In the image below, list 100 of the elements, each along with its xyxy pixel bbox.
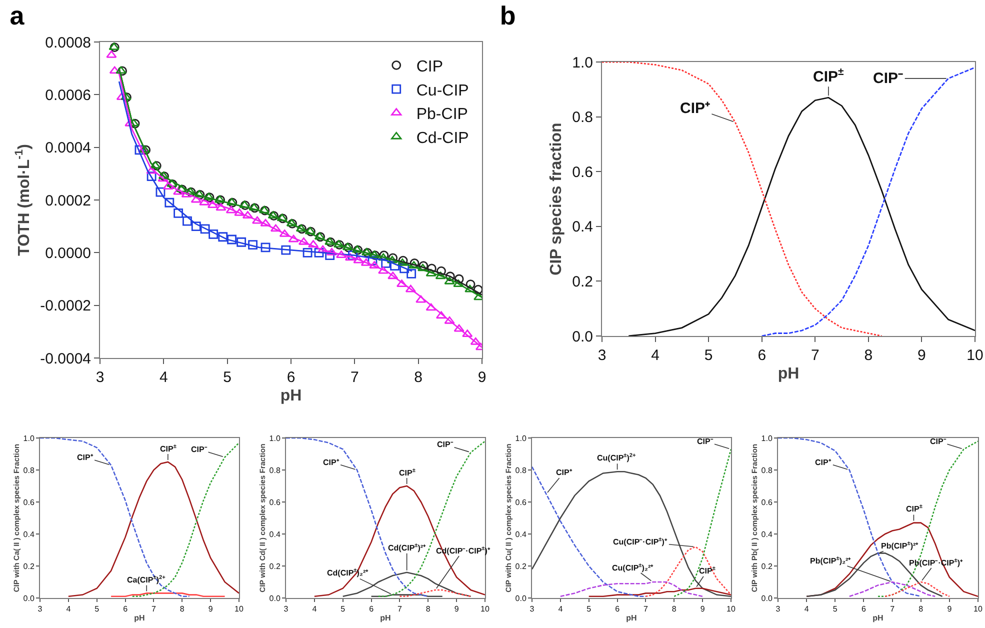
text: Cd(CIP$^{±}$)₂²⁺ bbox=[327, 568, 369, 578]
y-tick-label: 0.8 bbox=[572, 109, 593, 126]
point bbox=[454, 274, 464, 284]
y-tick-label: 0.8 bbox=[269, 466, 281, 475]
x-tick-label: 3 bbox=[96, 369, 104, 386]
point bbox=[109, 66, 120, 74]
text: CIP⁻ bbox=[191, 445, 208, 454]
x-axis-title: pH bbox=[134, 614, 146, 623]
point bbox=[191, 222, 201, 232]
x-tick-label: 8 bbox=[414, 369, 422, 386]
point bbox=[398, 256, 408, 266]
x-tick-label: 9 bbox=[947, 604, 952, 614]
series-label: CIP⁺ bbox=[680, 100, 710, 117]
x-tick-label: 9 bbox=[918, 347, 926, 364]
x-tick-label: 10 bbox=[480, 604, 490, 614]
point bbox=[162, 182, 174, 190]
series-label: CIP$^{±}$ bbox=[906, 504, 922, 514]
point bbox=[248, 240, 258, 250]
point bbox=[182, 216, 192, 226]
y-tick-label: 0.6 bbox=[515, 498, 527, 507]
line-series bbox=[68, 461, 239, 598]
x-tick-label: 6 bbox=[861, 604, 866, 614]
point bbox=[218, 232, 228, 242]
y-tick-label: 0.8 bbox=[23, 466, 35, 475]
point bbox=[325, 250, 335, 260]
point bbox=[156, 187, 166, 197]
point bbox=[106, 50, 117, 58]
y-tick-label: 0.0006 bbox=[45, 86, 91, 104]
line-series bbox=[286, 438, 429, 598]
point bbox=[190, 195, 202, 203]
x-tick-label: 3 bbox=[284, 604, 289, 614]
y-tick-label: 0.0000 bbox=[45, 244, 91, 262]
x-tick-label: 9 bbox=[454, 604, 460, 614]
y-tick-label: 0.6 bbox=[572, 164, 593, 181]
y-tick-label: 0.4 bbox=[572, 218, 593, 236]
point bbox=[454, 324, 464, 332]
legend-label: Pb-CIP bbox=[416, 106, 468, 124]
line-series bbox=[761, 66, 975, 336]
text: Cu(CIP⁻·CIP$^{±}$)⁺ bbox=[613, 537, 668, 546]
point bbox=[473, 284, 482, 294]
y-tick-label: 0.0002 bbox=[45, 192, 91, 210]
x-tick-label: 5 bbox=[94, 604, 100, 614]
y-tick-label: 0.0008 bbox=[45, 34, 91, 52]
x-tick-label: 3 bbox=[530, 604, 535, 614]
series-label: CIP⁻ bbox=[873, 70, 904, 87]
x-tick-label: 4 bbox=[804, 604, 810, 614]
point bbox=[164, 198, 174, 208]
y-tick-label: 0.6 bbox=[761, 498, 773, 507]
point bbox=[260, 242, 270, 252]
point bbox=[378, 253, 389, 261]
y-tick-label: 0.4 bbox=[761, 530, 773, 539]
series-label: CIP$^{±}$ bbox=[160, 444, 176, 454]
text: CIP⁻ bbox=[437, 440, 454, 449]
x-axis-title: pH bbox=[380, 614, 392, 623]
point bbox=[369, 261, 380, 269]
point bbox=[199, 198, 210, 206]
line-series bbox=[884, 581, 950, 598]
point bbox=[174, 208, 184, 218]
point bbox=[302, 248, 312, 258]
x-tick-label: 6 bbox=[123, 604, 128, 614]
point bbox=[236, 237, 246, 247]
line-series bbox=[532, 470, 731, 598]
text: Pb(CIP$^{±}$)₂²⁺ bbox=[810, 556, 852, 566]
x-tick-label: 4 bbox=[651, 347, 660, 364]
x-tick-label: 7 bbox=[643, 604, 648, 614]
y-tick-label: 0.6 bbox=[23, 498, 35, 507]
y-tick-label: 0.4 bbox=[515, 530, 527, 539]
x-tick-label: 4 bbox=[66, 604, 72, 614]
x-tick-label: 8 bbox=[672, 604, 677, 614]
point bbox=[234, 208, 245, 216]
point bbox=[200, 224, 210, 234]
x-tick-label: 10 bbox=[234, 604, 244, 614]
y-tick-label: 0.2 bbox=[269, 562, 281, 571]
point bbox=[400, 264, 410, 274]
line-series bbox=[399, 589, 472, 598]
x-axis-title: pH bbox=[280, 388, 302, 405]
y-tick-label: 1.0 bbox=[572, 54, 593, 72]
point bbox=[226, 206, 236, 214]
point bbox=[388, 272, 398, 280]
x-axis-title: pH bbox=[626, 614, 638, 623]
x-tick-label: 9 bbox=[208, 604, 214, 614]
series-label: Cu(CIP$^{±}$)$^{2+}$ bbox=[597, 453, 637, 462]
point bbox=[318, 245, 328, 253]
legend-label: Cu-CIP bbox=[416, 82, 469, 100]
x-tick-label: 4 bbox=[558, 604, 564, 614]
point bbox=[134, 145, 144, 155]
y-tick-label: 0.0 bbox=[515, 594, 527, 603]
y-tick-label: 0.0004 bbox=[45, 140, 91, 157]
x-tick-label: 5 bbox=[704, 347, 713, 364]
y-tick-label: 0.2 bbox=[515, 562, 527, 571]
point bbox=[158, 174, 168, 182]
line-series bbox=[40, 438, 190, 598]
point bbox=[464, 284, 476, 292]
point bbox=[416, 295, 426, 303]
y-tick-label: 0.0 bbox=[269, 594, 281, 603]
point bbox=[146, 166, 157, 174]
x-tick-label: 5 bbox=[586, 604, 592, 614]
y-tick-label: 1.0 bbox=[515, 434, 527, 443]
y-tick-label: 0.8 bbox=[761, 466, 773, 475]
point bbox=[146, 172, 156, 181]
